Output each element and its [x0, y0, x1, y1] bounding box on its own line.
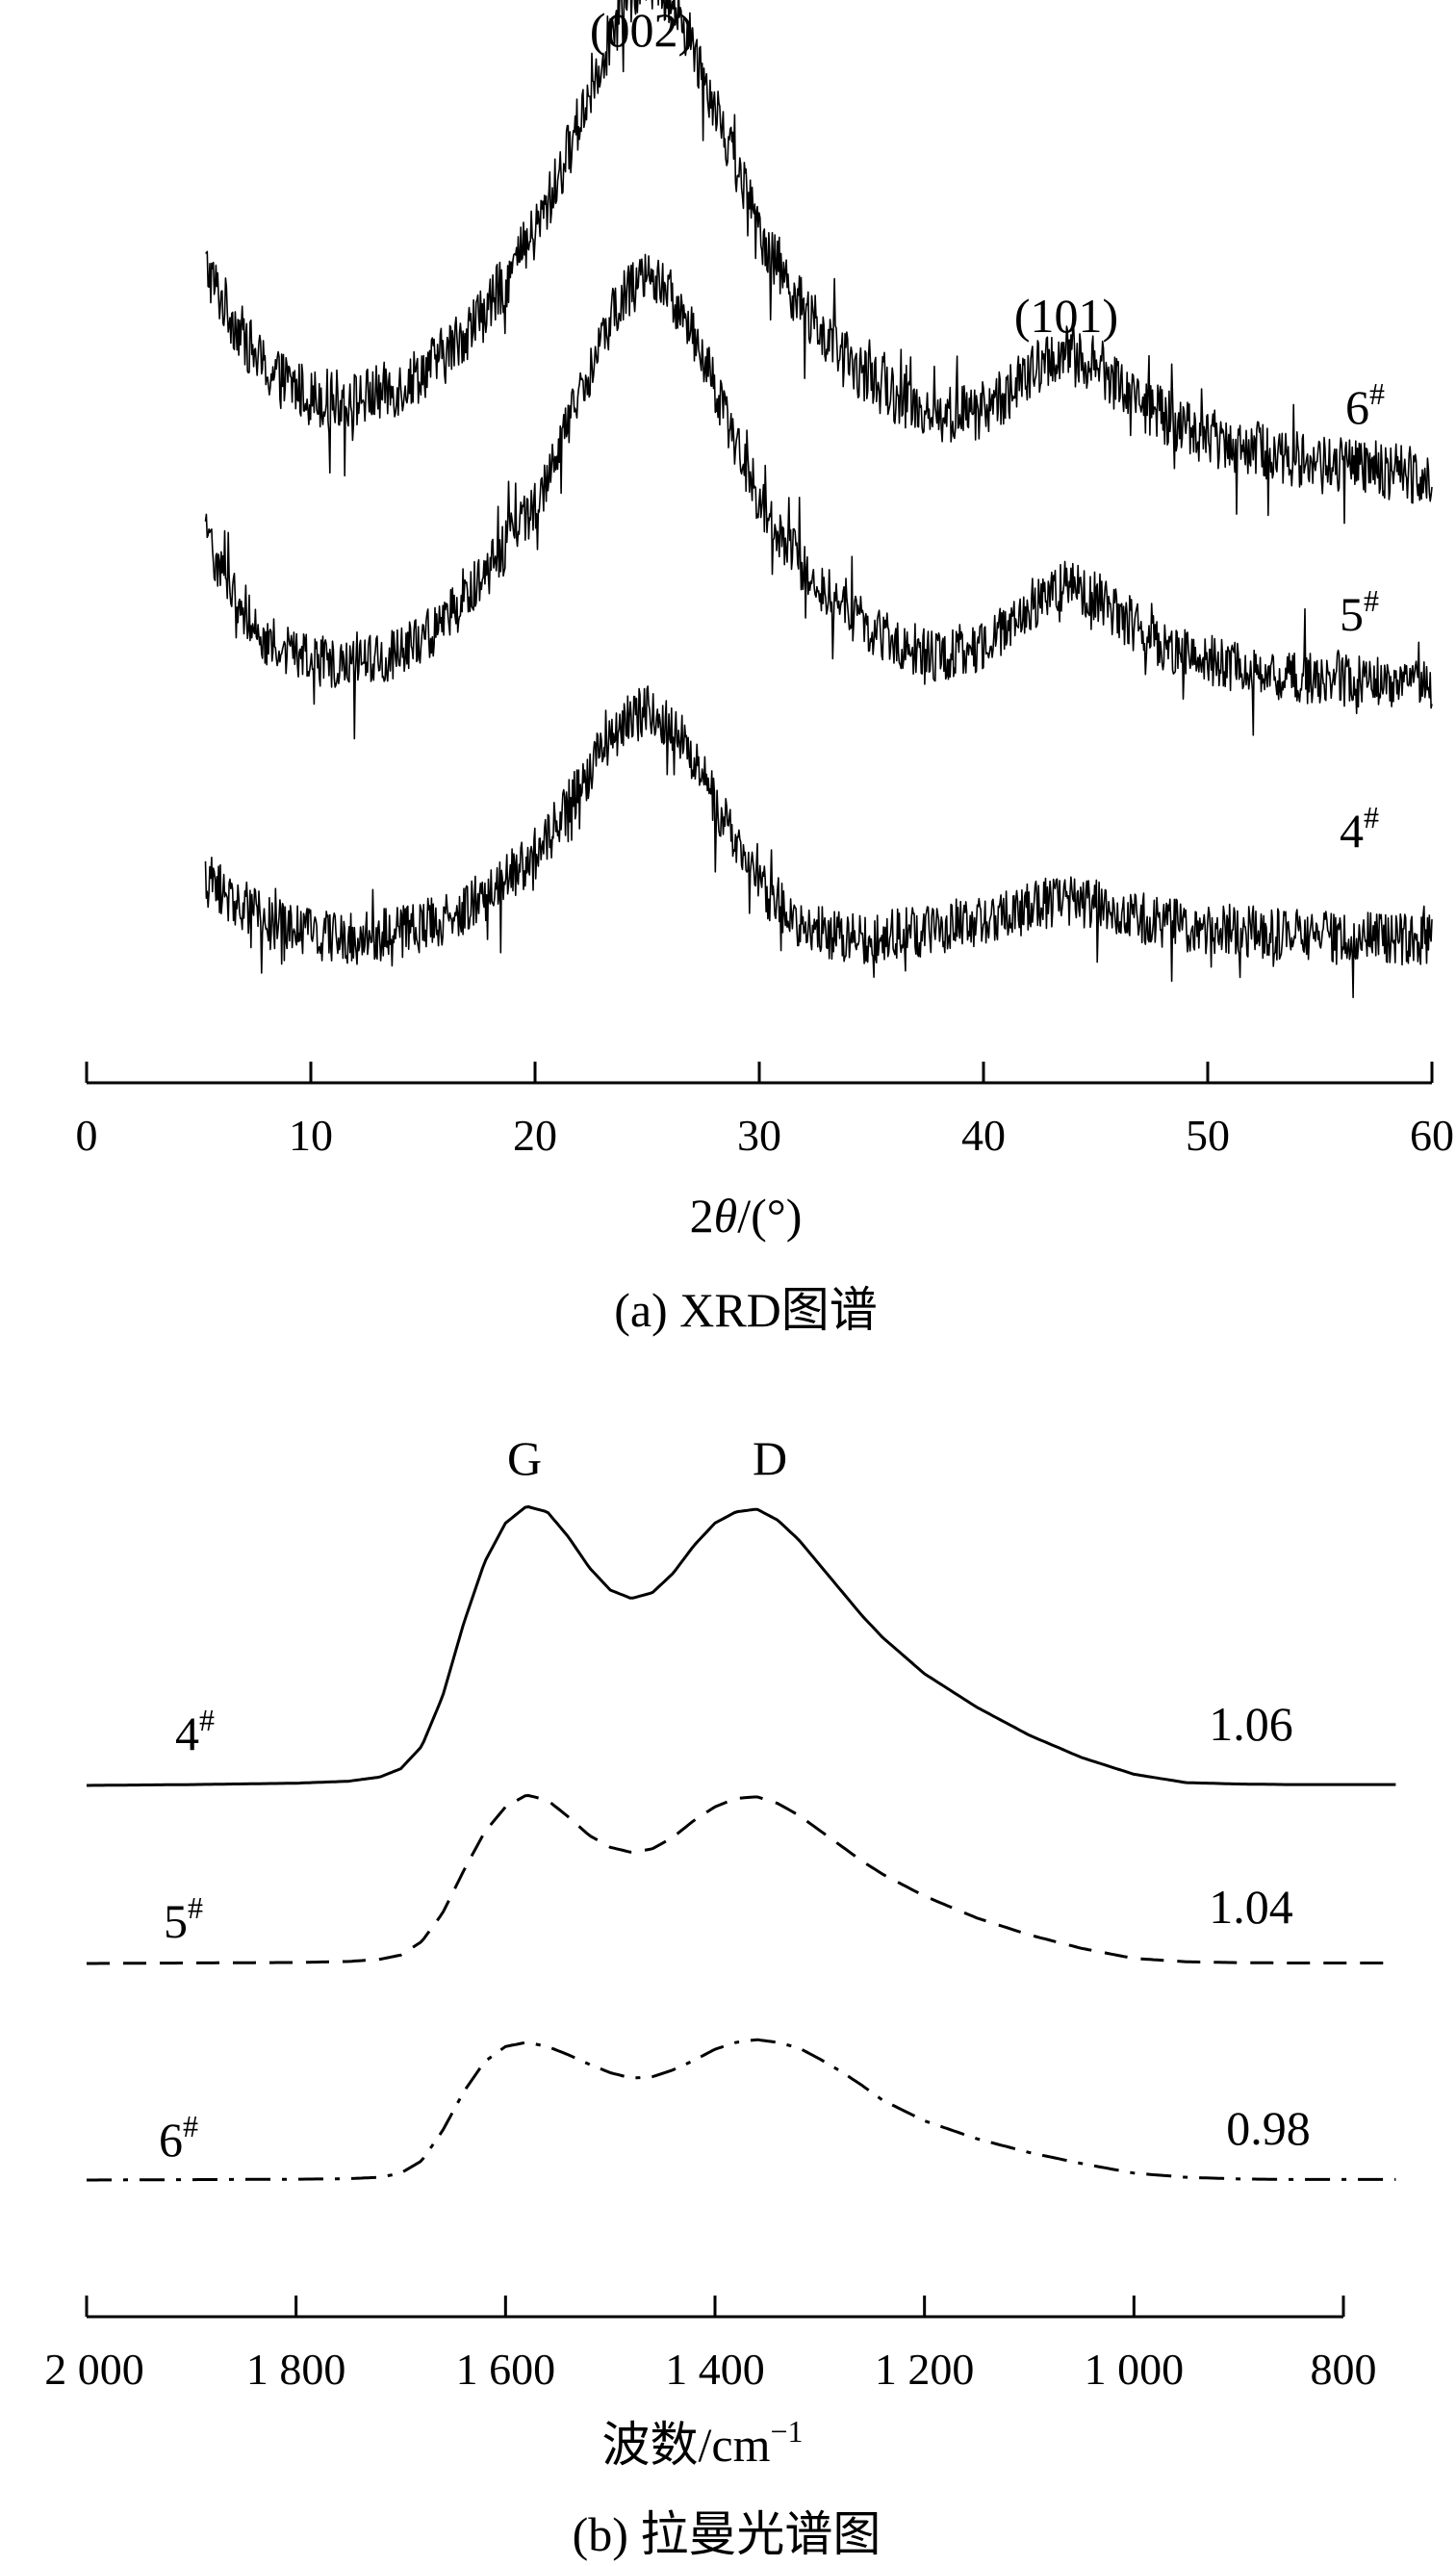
- xrd-series-line-6: [205, 0, 1433, 525]
- raman-x-tick-label: 1 600: [456, 2345, 556, 2394]
- raman-series-group: [87, 1505, 1396, 2182]
- xrd-series-group: [204, 0, 1433, 999]
- xrd-peak-label-101: (101): [1014, 289, 1118, 343]
- xrd-x-tick-label: 60: [1410, 1111, 1454, 1160]
- xrd-series-line-5: [204, 253, 1433, 740]
- raman-x-tick-label: 1 200: [875, 2345, 975, 2394]
- raman-ratio-4: 1.06: [1209, 1697, 1293, 1751]
- raman-series-line-6: [87, 2038, 1396, 2182]
- raman-panel: G D 4# 5# 6# 1.06 1.04 0.98 2 000 1 800 1 …: [44, 1431, 1396, 2561]
- xrd-x-tick-label: 20: [513, 1111, 557, 1160]
- raman-ratio-5: 1.04: [1209, 1880, 1293, 1934]
- xrd-series-line-4: [204, 685, 1433, 999]
- raman-x-tick-label: 1 400: [665, 2345, 765, 2394]
- xrd-x-tick-label: 40: [961, 1111, 1006, 1160]
- raman-series-label-4: 4#: [175, 1703, 215, 1760]
- raman-x-tick-label: 1 000: [1085, 2345, 1185, 2394]
- raman-x-tick-label: 1 800: [246, 2345, 346, 2394]
- xrd-x-tick-label: 50: [1186, 1111, 1230, 1160]
- xrd-x-axis-title: 2θ/(°): [690, 1189, 803, 1243]
- xrd-x-axis: 0 10 20 30 40 50 60: [76, 1062, 1454, 1160]
- xrd-x-tick-label: 0: [76, 1111, 98, 1160]
- raman-x-tick-label: 2 000: [44, 2345, 144, 2394]
- raman-series-label-5: 5#: [164, 1890, 203, 1948]
- raman-peak-label-d: D: [753, 1431, 787, 1485]
- xrd-panel: (002) (101) 6# 5# 4# 0 10 20 30 40 50 60 2θ/(°…: [76, 0, 1454, 1337]
- raman-caption: (b) 拉曼光谱图: [573, 2507, 881, 2561]
- xrd-x-tick-label: 10: [289, 1111, 333, 1160]
- raman-series-label-6: 6#: [159, 2109, 198, 2167]
- raman-x-axis: 2 000 1 800 1 600 1 400 1 200 1 000 800: [44, 2296, 1377, 2394]
- raman-x-axis-title: 波数/cm−1: [601, 2414, 803, 2472]
- raman-peak-label-g: G: [507, 1431, 542, 1485]
- xrd-peak-label-002: (002): [590, 3, 694, 57]
- xrd-caption: (a) XRD图谱: [614, 1283, 878, 1337]
- raman-series-line-4: [87, 1505, 1396, 1787]
- xrd-x-tick-label: 30: [737, 1111, 781, 1160]
- raman-series-line-5: [87, 1794, 1396, 1965]
- raman-x-tick-label: 800: [1311, 2345, 1377, 2394]
- raman-ratio-6: 0.98: [1226, 2101, 1311, 2155]
- xrd-series-label-5: 5#: [1340, 583, 1379, 641]
- xrd-series-label-4: 4#: [1340, 800, 1379, 858]
- xrd-series-label-6: 6#: [1345, 376, 1385, 434]
